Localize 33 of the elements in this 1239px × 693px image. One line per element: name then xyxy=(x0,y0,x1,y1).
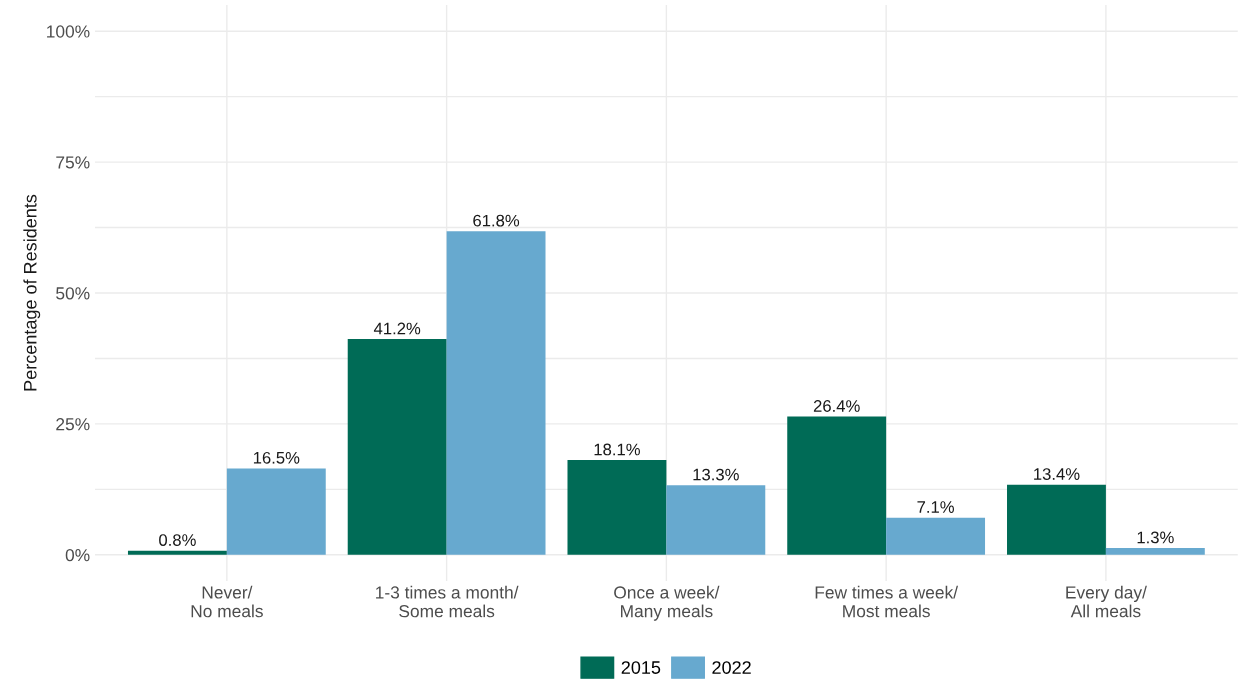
bar xyxy=(1007,484,1106,555)
x-tick-label: Every day/ All meals xyxy=(1066,585,1147,618)
x-tick-label: Few times a week/ Most meals xyxy=(815,585,959,618)
bar xyxy=(127,550,227,555)
x-tick-label: Once a week/ Many meals xyxy=(614,585,720,621)
bar xyxy=(1105,548,1205,555)
x-tick-label: 1-3 times a month/ Some meals xyxy=(376,585,519,618)
data-label: 13.3% xyxy=(693,468,739,481)
data-label: 0.8% xyxy=(159,534,196,546)
y-tick-label: 25% xyxy=(56,418,90,431)
data-label: 18.1% xyxy=(594,443,640,456)
legend-label: 2022 xyxy=(712,661,751,674)
y-tick-label: 50% xyxy=(56,287,90,300)
bar xyxy=(347,339,447,555)
bar xyxy=(787,416,887,555)
bar xyxy=(226,468,326,555)
data-label: 61.8% xyxy=(473,214,520,227)
bar xyxy=(446,231,546,555)
x-tick-label: Never/ No meals xyxy=(191,585,263,618)
bar xyxy=(567,460,667,555)
data-label: 41.2% xyxy=(373,322,421,335)
y-tick-label: 0% xyxy=(65,548,90,562)
data-label: 26.4% xyxy=(813,400,860,412)
y-tick-label: 75% xyxy=(56,156,90,169)
data-label: 16.5% xyxy=(253,451,300,464)
legend-label: 2015 xyxy=(621,661,661,674)
y-tick-label: 100% xyxy=(47,25,90,38)
data-label: 7.1% xyxy=(917,501,954,513)
bar xyxy=(886,517,986,555)
bar xyxy=(666,485,766,555)
data-label: 13.4% xyxy=(1034,468,1080,480)
y-axis-title: Percentage of Residents xyxy=(23,194,41,391)
data-label: 1.3% xyxy=(1137,531,1174,544)
